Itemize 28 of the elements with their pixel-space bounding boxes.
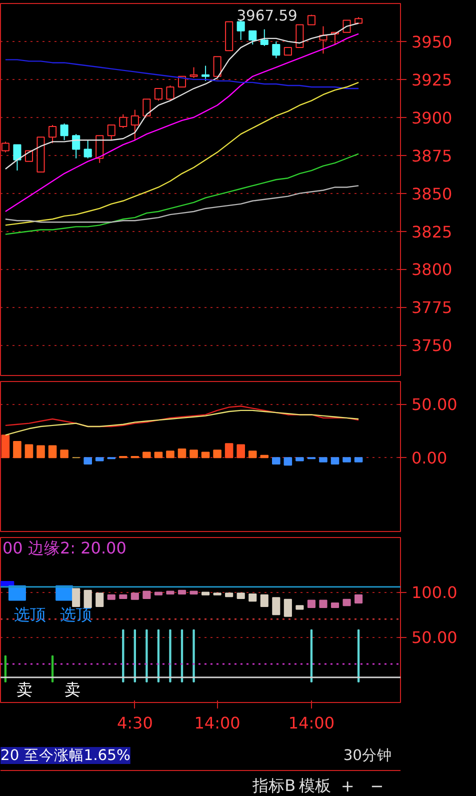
y-tick-label: 3775 — [412, 298, 452, 318]
y-tick-label: 3875 — [412, 146, 452, 166]
y-tick-label: 50.00 — [412, 395, 458, 414]
text: 30分钟 — [343, 747, 392, 764]
x-tick-label: 4:30 — [116, 714, 153, 732]
text: + — [340, 776, 354, 796]
y-tick-label: 3850 — [412, 184, 452, 204]
annotation: 卖 — [16, 680, 32, 700]
text: 20 至今涨幅1.65% — [0, 747, 130, 764]
y-tick-label: 100.0 — [412, 583, 458, 602]
x-tick-label: 14:00 — [194, 714, 240, 732]
annotation: 选顶 — [14, 604, 46, 624]
text: − — [370, 776, 384, 796]
y-tick-label: 50.00 — [412, 628, 458, 648]
annotation: 选顶 — [60, 604, 92, 624]
y-tick-label: 3800 — [412, 260, 452, 280]
y-tick-label: 3950 — [412, 32, 452, 52]
text: 指标B — [252, 776, 296, 795]
y-tick-label: 3925 — [412, 70, 452, 90]
y-tick-label: 3900 — [412, 108, 452, 128]
y-tick-label: 3750 — [412, 336, 452, 356]
text: 模板 — [298, 776, 331, 795]
annotation: 3967.59 — [236, 7, 298, 24]
y-tick-label: 0.00 — [412, 448, 448, 468]
chart-title: 00 边缘2: 20.00 — [2, 538, 126, 558]
y-tick-label: 3825 — [412, 222, 452, 242]
annotation: 卖 — [64, 680, 81, 700]
x-tick-label: 14:00 — [288, 714, 335, 732]
